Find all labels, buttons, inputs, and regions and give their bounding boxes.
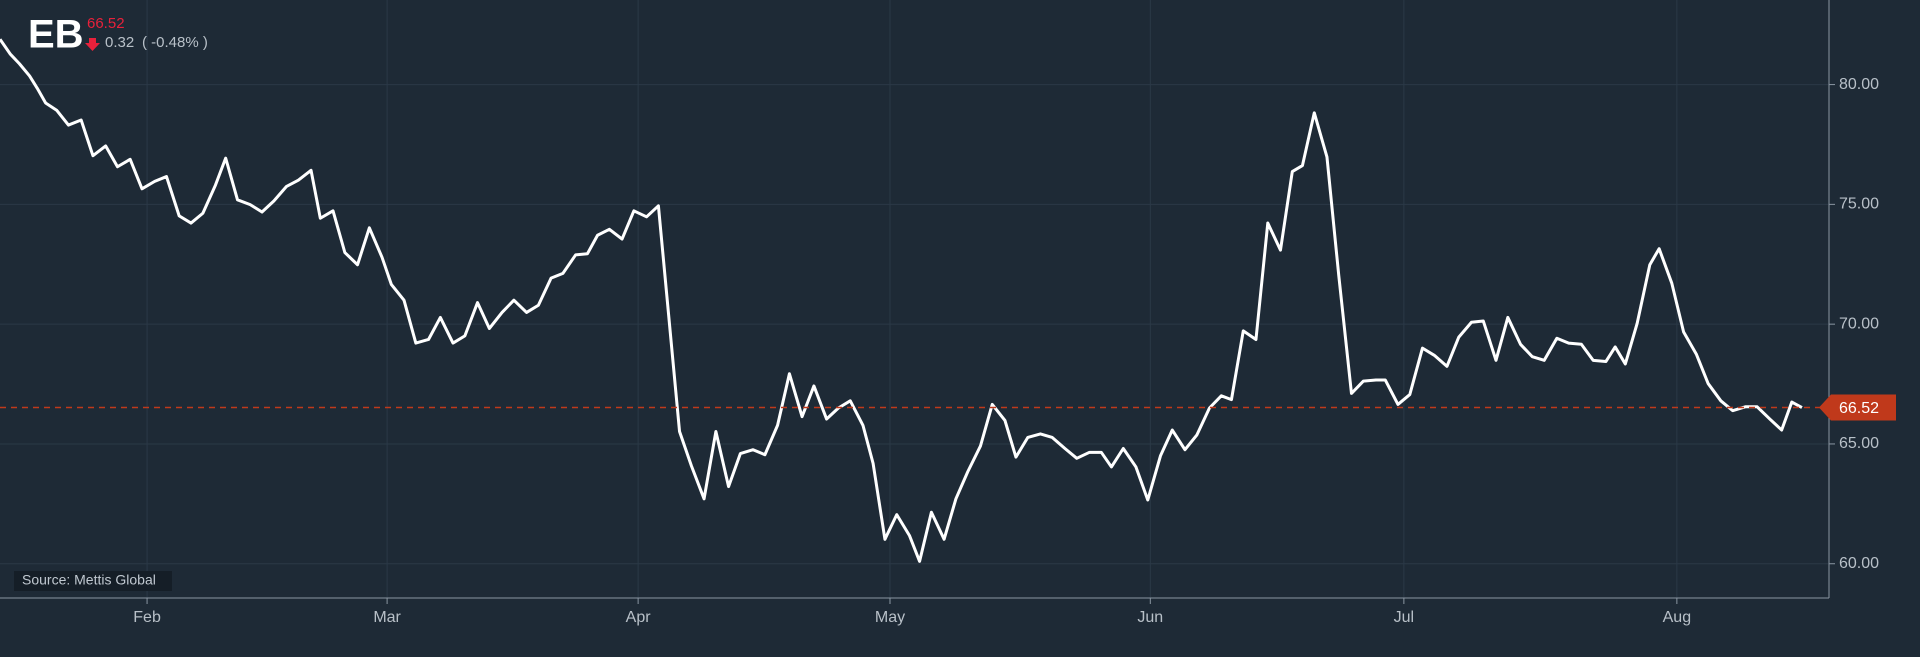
y-tick-label: 60.00 [1839, 555, 1879, 572]
plot [0, 38, 1829, 563]
source: Source: Mettis Global [22, 572, 156, 588]
y-tick-label: 75.00 [1839, 196, 1879, 213]
x-tick-label: Mar [373, 609, 401, 626]
x-tick-label: Jun [1137, 609, 1163, 626]
change: 0.32 [105, 34, 134, 51]
y-tick-label: 70.00 [1839, 315, 1879, 332]
x-tick-label: Apr [626, 609, 652, 626]
x-tick-label: Feb [133, 609, 161, 626]
x-tick-label: Jul [1394, 609, 1414, 626]
down-arrow [85, 38, 100, 51]
source-box [14, 571, 172, 591]
price-tag [1819, 394, 1896, 421]
price-tag-label: 66.52 [1839, 400, 1879, 417]
y-tick-label: 80.00 [1839, 76, 1879, 93]
grid [0, 0, 1829, 598]
y-tick-label: 65.00 [1839, 435, 1879, 452]
current-price: 66.52 [87, 15, 125, 32]
price-line [0, 38, 1803, 563]
x-tick-label: Aug [1663, 609, 1691, 626]
change-percent: ( -0.48% ) [142, 34, 208, 51]
x-tick-label: May [875, 609, 905, 626]
logo: EB [28, 13, 84, 57]
